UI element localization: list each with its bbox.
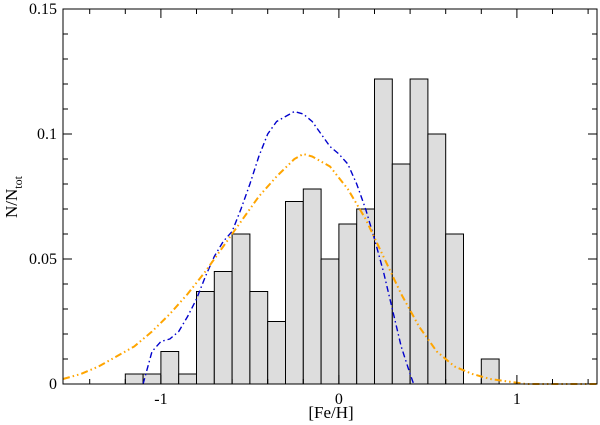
plot-frame	[62, 8, 598, 385]
x-tick-label: 1	[513, 391, 521, 408]
y-tick-label: 0.15	[29, 1, 57, 18]
histogram-bar	[142, 373, 162, 385]
histogram-bar	[178, 373, 197, 385]
ticks-layer	[63, 8, 597, 385]
x-tick-label: -1	[154, 391, 167, 408]
y-tick-label: 0.1	[37, 126, 57, 143]
tick-labels-layer: -1 0 1 0 0.05 0.1 0.15	[29, 1, 521, 408]
histogram-bar	[427, 133, 447, 385]
histogram-bar	[196, 291, 215, 385]
histogram-bar	[302, 188, 322, 385]
y-axis-title-main: N/N	[2, 189, 21, 218]
y-tick-label: 0	[49, 376, 57, 393]
y-axis-title: N/Ntot	[2, 175, 25, 218]
histogram-bar	[320, 258, 340, 385]
x-axis-title: [Fe/H]	[308, 403, 353, 422]
histogram-bar	[160, 351, 180, 385]
histogram-bar	[356, 208, 376, 385]
histogram-bar	[249, 291, 269, 385]
histogram-bar	[213, 271, 233, 385]
x-tick-label: 0	[335, 391, 343, 408]
histogram-bar	[267, 321, 287, 385]
y-tick-label: 0.05	[29, 251, 57, 268]
histogram-bar	[409, 78, 429, 385]
curve-orange-dash-dot-dot	[62, 153, 597, 385]
curves-layer	[62, 110, 597, 385]
histogram-bar	[374, 78, 393, 385]
histogram-bar	[124, 373, 144, 385]
histogram-bar	[391, 163, 411, 385]
histogram-bar	[285, 201, 304, 385]
histogram-bar	[231, 233, 251, 385]
curve-blue-dash-dot	[142, 110, 415, 385]
bars-layer	[124, 78, 500, 385]
histogram-bar	[338, 223, 358, 385]
y-axis-title-sub: tot	[11, 175, 25, 188]
